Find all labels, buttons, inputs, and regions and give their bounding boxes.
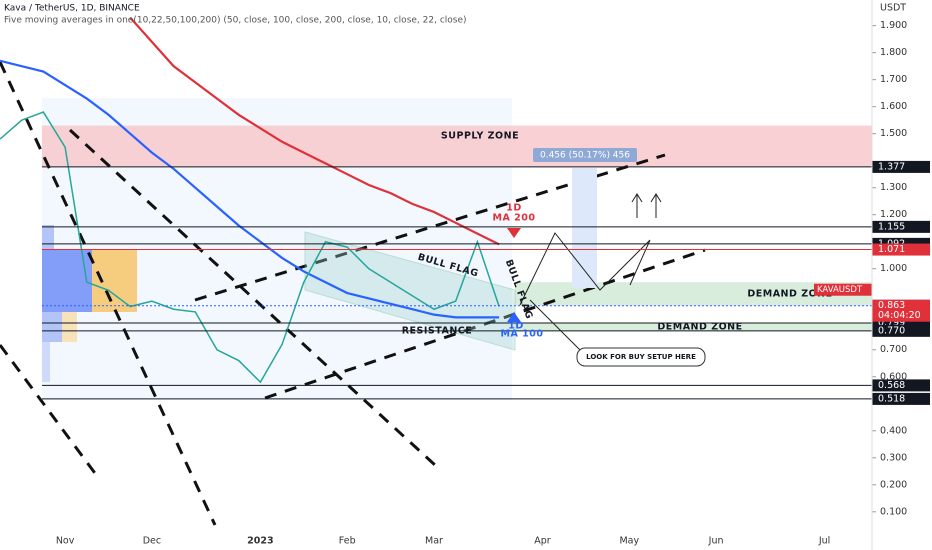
x-tick-label: 2023 xyxy=(247,536,273,547)
y-unit: USDT xyxy=(880,3,906,14)
y-tick-label: 1.500 xyxy=(880,128,907,139)
y-tick-label: 1.600 xyxy=(880,101,907,112)
y-tick-label: 0.200 xyxy=(880,479,907,490)
up-arrows xyxy=(631,193,662,218)
last-price-value: 0.863 xyxy=(878,300,905,311)
y-tick-label: 0.400 xyxy=(880,425,907,436)
annotation: RESISTANCE xyxy=(402,326,473,337)
series-line xyxy=(129,16,500,246)
zone-label: DEMAND ZONE xyxy=(747,288,832,299)
zone xyxy=(515,282,872,306)
y-tick-label: 1.900 xyxy=(880,20,907,31)
x-tick-label: Dec xyxy=(143,536,161,547)
projection xyxy=(519,232,651,306)
level-label: 0.518 xyxy=(878,393,905,404)
x-tick-label: Jun xyxy=(708,536,724,547)
x-tick-label: May xyxy=(619,536,639,547)
pointer xyxy=(529,299,581,351)
level-label: 0.568 xyxy=(878,380,905,391)
volume-profile xyxy=(42,225,137,382)
level-label: 0.799 xyxy=(878,318,905,329)
subtitle: Five moving averages in one(10,22,50,100… xyxy=(4,16,467,26)
x-tick-label: Mar xyxy=(425,536,443,547)
annotation: 0.456 (50.17%) 456 xyxy=(540,151,630,161)
countdown: 04:04:20 xyxy=(878,310,921,321)
series-line xyxy=(0,111,500,384)
note-box xyxy=(576,347,706,367)
zone xyxy=(515,322,872,331)
annotation: 1D xyxy=(506,203,522,214)
level-box xyxy=(872,324,930,337)
last-price-bg xyxy=(872,299,930,322)
x-tick-label: Nov xyxy=(56,536,75,547)
y-tick-label: 1.200 xyxy=(880,209,907,220)
measure-box xyxy=(572,168,597,288)
level-label: 1.377 xyxy=(878,161,905,172)
level-label: 0.770 xyxy=(878,325,905,336)
title: Kava / TetherUS, 1D, BINANCE xyxy=(4,4,140,14)
series-line xyxy=(0,59,500,319)
level-box xyxy=(872,243,930,256)
x-tick-label: Jul xyxy=(818,536,830,547)
zone-label: DEMAND ZONE xyxy=(657,321,742,332)
y-tick-label: 1.700 xyxy=(880,74,907,85)
last-price-tag xyxy=(814,283,872,296)
y-tick-label: 0.700 xyxy=(880,344,907,355)
x-tick-label: Apr xyxy=(534,536,551,547)
y-tick-label: 0.600 xyxy=(880,371,907,382)
level-label: 1.071 xyxy=(878,244,905,255)
y-tick-label: 1.000 xyxy=(880,263,907,274)
zone-label: SUPPLY ZONE xyxy=(441,131,519,142)
annotation: 1D xyxy=(508,321,524,332)
level-box xyxy=(872,379,930,392)
y-tick-label: 0.100 xyxy=(880,506,907,517)
zone xyxy=(42,125,872,167)
y-tick-label: 1.300 xyxy=(880,182,907,193)
annotation: MA 100 xyxy=(501,329,544,340)
level-box xyxy=(872,220,930,233)
annotation: LOOK FOR BUY SETUP HERE xyxy=(586,353,696,361)
x-tick-label: Feb xyxy=(339,536,356,547)
y-tick-label: 0.300 xyxy=(880,452,907,463)
ma100-arrow xyxy=(507,312,521,322)
ma200-arrow xyxy=(507,228,521,238)
measure-label-bg xyxy=(533,148,637,162)
level-box xyxy=(872,160,930,173)
y-tick-label: 1.800 xyxy=(880,47,907,58)
level-label: 1.155 xyxy=(878,221,905,232)
annotation: MA 200 xyxy=(493,213,536,224)
last-price-symbol: KAVAUSDT xyxy=(817,285,863,295)
level-box xyxy=(872,392,930,405)
